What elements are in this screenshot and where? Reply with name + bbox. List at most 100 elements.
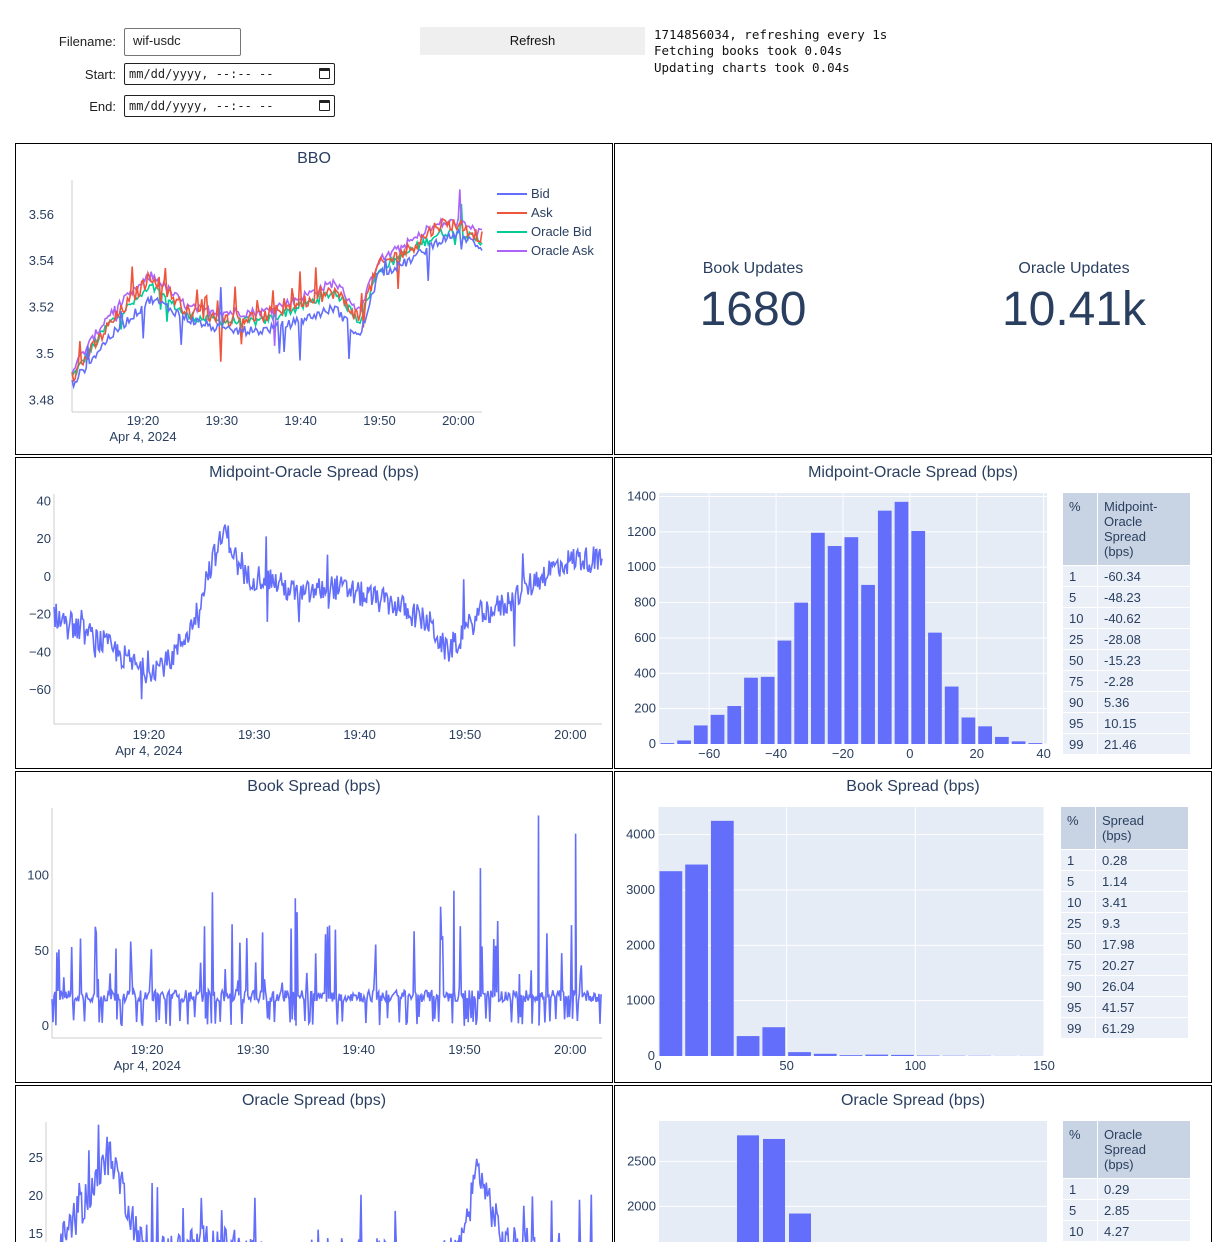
table-row: 1 0.28 — [1061, 849, 1189, 871]
refresh-button[interactable]: Refresh — [420, 27, 645, 55]
table-cell: -48.23 — [1097, 586, 1191, 608]
y-tick-label: −40 — [29, 644, 51, 659]
histogram-bar — [788, 1052, 811, 1056]
histogram-bar — [763, 1138, 785, 1242]
histogram-bar — [1028, 743, 1043, 744]
table-cell: 50 — [1063, 649, 1098, 671]
end-label: End: — [89, 99, 116, 114]
table-cell: 1.14 — [1095, 870, 1189, 892]
y-tick-label: 1000 — [627, 559, 656, 574]
table-cell: 26.04 — [1095, 975, 1189, 997]
filename-input[interactable]: wif-usdc — [124, 28, 241, 56]
table-cell: 99 — [1061, 1017, 1096, 1038]
midpoint-oracle-histogram[interactable]: 1400 1200 1000 800 600 400 200 0 −60 −40 −20 0 20 40 — [615, 458, 1212, 769]
book-spread-line-chart[interactable]: 100 50 0 19:20 19:30 19:40 19:50 20:00 Apr 4, 20… — [16, 772, 613, 1083]
midpoint-oracle-line-chart[interactable]: 40 20 0 −20 −40 −60 19:20 19:30 19:40 19:50 20:00 A… — [16, 458, 613, 769]
series-line-oracle-spread — [59, 1124, 593, 1242]
table-cell: -40.62 — [1097, 607, 1191, 629]
y-tick-label: 0 — [44, 569, 51, 584]
y-tick-label: 4000 — [626, 827, 655, 842]
histogram-bar — [811, 532, 825, 744]
histogram-bar — [677, 740, 691, 744]
oracle-spread-hist-panel: Oracle Spread (bps) 2500 2000 % Oracle Spr… — [614, 1085, 1212, 1242]
y-tick-label: 3.54 — [29, 253, 54, 268]
table-row: 50 -15.23 — [1063, 649, 1191, 671]
table-cell: 95 — [1061, 996, 1096, 1018]
x-tick-label: 19:50 — [448, 1042, 481, 1057]
midpoint-oracle-line-panel: Midpoint-Oracle Spread (bps) 40 20 0 −20 −40… — [15, 457, 613, 769]
x-tick-label: 40 — [1036, 746, 1050, 761]
table-row: 90 5.36 — [1063, 691, 1191, 713]
legend-label: Ask — [531, 205, 553, 220]
table-cell: -15.23 — [1097, 649, 1191, 671]
table-cell: 50 — [1061, 933, 1096, 955]
bbo-chart[interactable]: 3.56 3.54 3.52 3.5 3.48 19:20 19:30 19:40 19:50 2… — [16, 144, 613, 455]
x-tick-label: 50 — [779, 1058, 793, 1073]
midpoint-oracle-hist-title: Midpoint-Oracle Spread (bps) — [808, 464, 1018, 481]
series-line-book-spread — [51, 815, 603, 1027]
x-tick-label: 19:20 — [133, 727, 166, 742]
status-line-2: Fetching books took 0.04s — [654, 43, 843, 58]
table-cell: 21.46 — [1097, 733, 1191, 754]
histogram-bar — [911, 531, 926, 744]
table-row: 99 21.46 — [1063, 733, 1191, 754]
plot-background — [659, 1121, 1047, 1242]
table-cell: 5.36 — [1097, 691, 1191, 713]
oracle-spread-histogram[interactable]: 2500 2000 — [615, 1086, 1212, 1242]
histogram-bar — [685, 864, 708, 1056]
y-tick-label: 0 — [648, 1048, 655, 1063]
x-tick-label: −20 — [832, 746, 854, 761]
table-cell: 9.3 — [1095, 912, 1189, 934]
x-tick-label: 100 — [904, 1058, 926, 1073]
calendar-icon[interactable] — [319, 100, 330, 111]
x-tick-label: −40 — [765, 746, 787, 761]
oracle-spread-line-title: Oracle Spread (bps) — [241, 1092, 387, 1109]
start-datetime-value: mm/dd/yyyy, --:-- -- — [129, 67, 274, 81]
legend-label: Bid — [531, 186, 550, 201]
oracle-spread-line-chart[interactable]: 25 20 15 — [16, 1086, 613, 1242]
table-cell: 99 — [1063, 733, 1098, 754]
indicators-panel: Book Updates 1680 Oracle Updates 10.41k — [614, 143, 1212, 455]
table-row: 10 -40.62 — [1063, 607, 1191, 629]
y-tick-label: 40 — [37, 494, 51, 509]
table-cell: 75 — [1061, 954, 1096, 976]
table-cell: 61.29 — [1095, 1017, 1189, 1038]
table-cell: -60.34 — [1097, 565, 1191, 587]
histogram-bar — [762, 1027, 786, 1056]
histogram-bar — [813, 1053, 837, 1056]
histogram-bar — [710, 714, 725, 744]
x-tick-label: 19:30 — [237, 1042, 270, 1057]
histogram-bar — [994, 736, 1009, 744]
histogram-bar — [660, 743, 675, 744]
x-tick-label: 0 — [654, 1058, 661, 1073]
y-tick-label: −20 — [29, 607, 51, 622]
table-row: 25 9.3 — [1061, 912, 1189, 934]
table-cell: 95 — [1063, 712, 1098, 734]
midpoint-oracle-line-title: Midpoint-Oracle Spread (bps) — [209, 464, 419, 481]
x-tick-label: 19:50 — [449, 727, 482, 742]
table-header-cell: % — [1063, 1121, 1098, 1179]
series-line-ask — [71, 217, 483, 383]
histogram-bar — [760, 676, 775, 744]
y-tick-label: 100 — [27, 868, 49, 883]
calendar-icon[interactable] — [319, 68, 330, 79]
y-tick-label: 20 — [37, 531, 51, 546]
book-spread-line-title: Book Spread (bps) — [247, 778, 381, 795]
end-datetime-input[interactable]: mm/dd/yyyy, --:-- -- — [124, 95, 335, 117]
x-date-label: Apr 4, 2024 — [109, 429, 176, 444]
histogram-bar — [789, 1213, 811, 1242]
histogram-bar — [844, 537, 859, 744]
y-tick-label: 0 — [42, 1018, 49, 1033]
oracle-updates-label: Oracle Updates — [1018, 260, 1130, 277]
table-row: 99 61.29 — [1061, 1017, 1189, 1038]
x-tick-label: 19:40 — [343, 727, 376, 742]
table-row: 95 10.15 — [1063, 712, 1191, 734]
y-tick-label: 3.5 — [36, 346, 54, 361]
start-datetime-input[interactable]: mm/dd/yyyy, --:-- -- — [124, 63, 335, 85]
oracle-spread-percentile-table: % Oracle Spread (bps) 1 0.29 5 2.85 10 4.27 — [1063, 1121, 1191, 1241]
y-tick-label: 1000 — [626, 993, 655, 1008]
histogram-bar — [839, 1055, 863, 1056]
table-cell: 1 — [1063, 565, 1098, 587]
x-tick-label: 20:00 — [554, 1042, 587, 1057]
